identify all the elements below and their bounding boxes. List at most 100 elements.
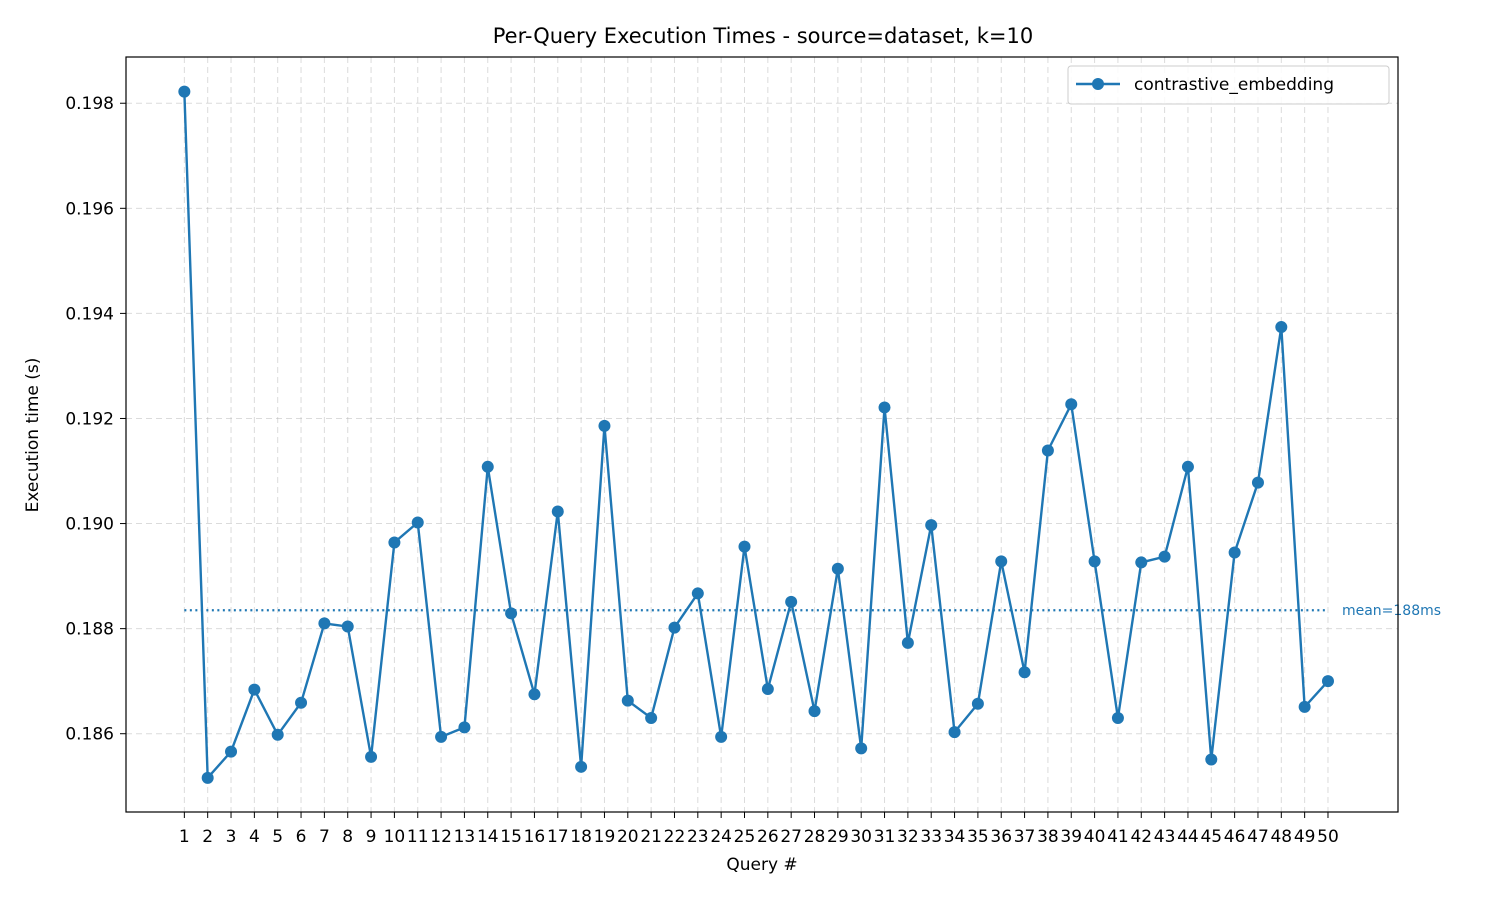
y-ticks: 0.186 0.188 0.190 0.192 0.194 0.196 0.198 [65,94,126,745]
x-tick-label: 43 [1154,827,1176,847]
x-tick-label: 17 [547,827,569,847]
x-tick-label: 40 [1084,827,1106,847]
x-tick-label: 11 [407,827,429,847]
x-tick-label: 6 [296,827,307,847]
data-point [925,519,938,532]
x-tick-label: 4 [249,827,260,847]
data-point [201,771,214,784]
data-point [1181,460,1194,473]
data-point [458,721,471,734]
data-point [1275,321,1288,334]
data-point [831,562,844,575]
data-point [225,745,238,758]
legend-marker [1092,78,1104,90]
x-tick-label: 21 [640,827,662,847]
x-tick-label: 33 [920,827,942,847]
x-tick-label: 46 [1224,827,1246,847]
data-point [948,726,961,739]
data-point [598,419,611,432]
data-point [1205,753,1218,766]
x-tick-label: 42 [1130,827,1152,847]
x-tick-label: 1 [179,827,190,847]
data-point [738,540,751,553]
data-point [271,728,284,741]
x-tick-label: 26 [757,827,779,847]
data-point [901,636,914,649]
data-point [435,730,448,743]
x-tick-label: 36 [990,827,1012,847]
data-point [668,621,681,634]
data-point [715,730,728,743]
x-axis-label: Query # [726,855,797,875]
x-tick-label: 14 [477,827,499,847]
data-point [1065,398,1078,411]
x-tick-label: 44 [1177,827,1199,847]
x-tick-label: 13 [454,827,476,847]
legend-box [1067,65,1390,105]
x-tick-label: 19 [594,827,616,847]
data-point [388,536,401,549]
data-point [178,85,191,98]
data-point [505,607,518,620]
data-point [971,697,984,710]
data-point [341,620,354,633]
data-point [761,683,774,696]
plot-frame [125,56,1399,813]
y-tick-label: 0.198 [65,94,114,114]
x-tick-label: 9 [366,827,377,847]
x-tick-label: 32 [897,827,919,847]
data-point [295,696,308,709]
legend: contrastive_embedding [1067,65,1390,105]
data-point [528,688,541,701]
x-tick-label: 35 [967,827,989,847]
x-tick-label: 39 [1060,827,1082,847]
x-tick-label: 16 [524,827,546,847]
x-tick-label: 50 [1317,827,1339,847]
legend-label: contrastive_embedding [1134,75,1334,95]
y-tick-label: 0.196 [65,199,114,219]
x-tick-label: 48 [1270,827,1292,847]
data-point [785,595,798,608]
data-point [1018,666,1031,679]
data-point [878,401,891,414]
data-point [1158,550,1171,563]
x-tick-label: 12 [430,827,452,847]
x-tick-label: 37 [1014,827,1036,847]
x-tick-label: 3 [226,827,237,847]
y-tick-label: 0.188 [65,620,114,640]
x-tick-label: 41 [1107,827,1129,847]
x-tick-label: 2 [202,827,213,847]
data-point [855,742,868,755]
x-tick-label: 29 [827,827,849,847]
x-tick-label: 27 [780,827,802,847]
x-tick-label: 34 [944,827,966,847]
x-tick-label: 38 [1037,827,1059,847]
data-point [995,555,1008,568]
data-point [1111,711,1124,724]
x-ticks: 1 2 3 4 5 6 7 8 9 10 11 12 13 14 15 16 17 18 19 20 21 22 23 24 2… [179,812,1339,847]
data-point [1298,700,1311,713]
x-tick-label: 25 [734,827,756,847]
series-line [183,91,1329,780]
series-group [178,85,1334,784]
x-tick-label: 15 [500,827,522,847]
x-tick-label: 10 [384,827,406,847]
data-point [645,711,658,724]
data-point [248,683,261,696]
mean-label: mean=188ms [1342,603,1441,619]
x-tick-label: 47 [1247,827,1269,847]
data-point [1321,675,1334,688]
chart-title: Per-Query Execution Times - source=datas… [493,24,1034,48]
data-point [1228,546,1241,559]
y-tick-label: 0.192 [65,409,114,429]
x-tick-label: 18 [570,827,592,847]
y-tick-label: 0.186 [65,725,114,745]
x-tick-label: 8 [342,827,353,847]
data-point [575,760,588,773]
x-tick-label: 23 [687,827,709,847]
x-tick-label: 5 [272,827,283,847]
x-tick-label: 30 [850,827,872,847]
x-tick-label: 20 [617,827,639,847]
data-point [808,705,821,718]
data-point [1135,556,1148,569]
